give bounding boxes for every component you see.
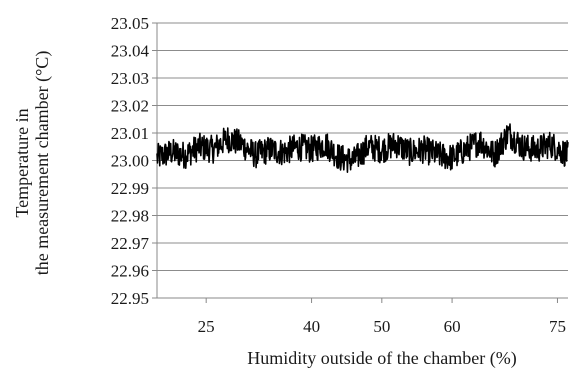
y-tick-label: 23.02 [111,97,149,116]
y-tick-label: 22.97 [111,234,150,253]
x-ticks: 25 40 50 60 75 [198,298,566,336]
y-tick-label: 22.98 [111,207,149,226]
x-tick-label: 25 [198,317,215,336]
y-tick-label: 22.96 [111,262,149,281]
y-tick-label: 22.99 [111,179,149,198]
y-tick-label: 23.05 [111,14,149,33]
series-line-0 [156,123,569,173]
x-tick-label: 40 [303,317,320,336]
y-axis-label-line-1: Temperature in [12,108,32,217]
y-tick-label: 23.04 [111,42,150,61]
x-tick-label: 60 [444,317,461,336]
y-axis-label-line-2: the measurement chamber (°C) [32,51,53,276]
y-ticks: 22.95 22.96 22.97 22.98 22.99 23.00 23.01 23.02… [111,14,157,308]
y-tick-label: 22.95 [111,289,149,308]
y-tick-label: 23.01 [111,124,149,143]
y-tick-label: 23.03 [111,69,149,88]
series-layer [156,123,569,173]
y-tick-label: 23.00 [111,152,149,171]
x-tick-label: 75 [549,317,566,336]
x-axis-label: Humidity outside of the chamber (%) [247,348,516,369]
x-tick-label: 50 [373,317,390,336]
